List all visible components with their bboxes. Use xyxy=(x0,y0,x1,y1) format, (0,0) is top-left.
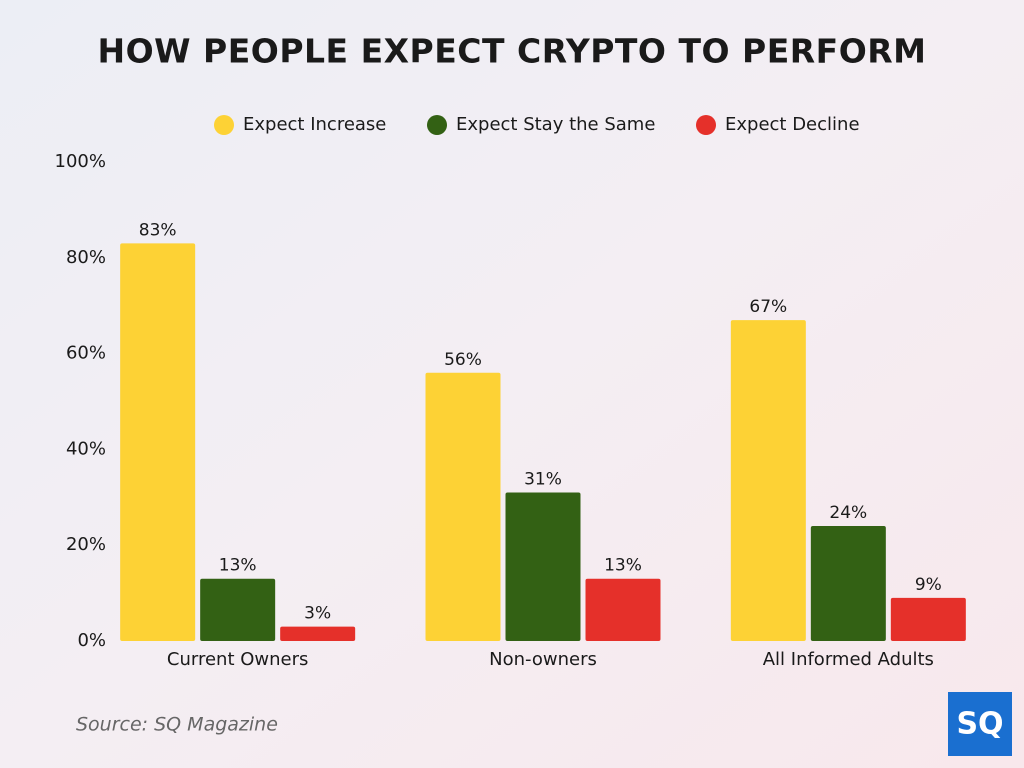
x-tick-label: All Informed Adults xyxy=(763,649,934,670)
y-tick-label: 80% xyxy=(66,247,106,268)
value-label: 13% xyxy=(604,556,642,576)
bar xyxy=(810,526,886,641)
legend-swatch xyxy=(696,115,716,135)
value-label: 67% xyxy=(749,297,787,317)
legend-swatch xyxy=(214,115,234,135)
value-label: 31% xyxy=(524,470,562,490)
legend-label: Expect Increase xyxy=(243,114,386,135)
source: Source: SQ Magazine xyxy=(76,714,278,736)
value-label: 83% xyxy=(139,220,177,240)
value-label: 3% xyxy=(304,604,331,624)
value-label: 24% xyxy=(829,503,867,523)
x-tick-label: Current Owners xyxy=(167,649,308,670)
y-tick-label: 0% xyxy=(77,630,106,651)
y-tick-label: 100% xyxy=(55,151,106,172)
y-tick-label: 60% xyxy=(66,343,106,364)
legend-label: Expect Decline xyxy=(725,114,860,135)
bar xyxy=(120,243,196,641)
bar xyxy=(505,492,581,641)
x-tick-label: Non-owners xyxy=(489,649,597,670)
bar xyxy=(585,578,661,641)
logo-box xyxy=(948,692,1012,756)
bar xyxy=(890,597,966,641)
bar xyxy=(200,578,276,641)
value-label: 13% xyxy=(219,556,257,576)
y-tick-label: 40% xyxy=(66,438,106,459)
bar xyxy=(730,320,806,641)
bar xyxy=(280,626,356,641)
value-label: 56% xyxy=(444,350,482,370)
logo: SQ xyxy=(956,707,1003,742)
y-tick-label: 20% xyxy=(66,534,106,555)
legend-label: Expect Stay the Same xyxy=(456,114,655,135)
legend-swatch xyxy=(427,115,447,135)
chart-title: HOW PEOPLE EXPECT CRYPTO TO PERFORM xyxy=(97,32,926,71)
value-label: 9% xyxy=(915,575,942,595)
bar xyxy=(425,372,501,641)
